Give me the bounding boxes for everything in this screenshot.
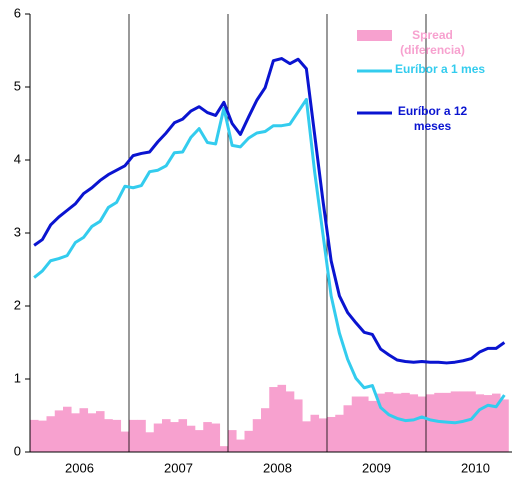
bar: [409, 394, 419, 452]
bar: [417, 396, 427, 452]
bar: [384, 392, 394, 452]
bar: [360, 396, 369, 452]
bar: [294, 399, 303, 452]
bar: [178, 419, 188, 452]
bar: [368, 400, 377, 452]
x-tick-label: 2008: [263, 460, 292, 475]
x-tick-label: 2007: [164, 460, 193, 475]
bar: [46, 416, 56, 452]
bar: [195, 430, 204, 452]
bar: [252, 419, 262, 452]
y-tick-label: 5: [14, 78, 21, 93]
bar: [87, 413, 97, 452]
bar: [104, 419, 113, 452]
bar: [63, 406, 72, 452]
x-tick-label: 2009: [362, 460, 391, 475]
bar: [310, 414, 320, 452]
bar: [228, 430, 237, 452]
bar: [219, 446, 229, 452]
bar: [71, 413, 80, 452]
bar: [277, 384, 287, 452]
bar: [96, 411, 105, 452]
x-tick-label: 2006: [65, 460, 94, 475]
bar: [244, 430, 254, 452]
bar: [30, 419, 39, 452]
bar: [261, 408, 270, 452]
y-tick-label: 2: [14, 297, 21, 312]
bar: [162, 419, 171, 452]
legend-swatch: [357, 30, 392, 41]
bar: [236, 439, 245, 452]
bar: [318, 418, 328, 452]
line: [33, 57, 506, 365]
bar: [153, 423, 163, 452]
bar: [492, 393, 501, 452]
bar: [335, 414, 344, 452]
bar: [54, 410, 64, 452]
bar: [343, 405, 353, 452]
bar: [145, 432, 155, 452]
x-tick-label: 2010: [461, 460, 490, 475]
bar: [129, 419, 138, 452]
line: [33, 97, 506, 425]
bar: [302, 421, 311, 452]
legend-label: Spread (diferencia): [400, 28, 465, 57]
y-tick-label: 0: [14, 443, 21, 458]
bar: [186, 425, 196, 452]
bar: [401, 392, 410, 452]
bar: [327, 416, 336, 452]
bar: [203, 422, 212, 452]
bar: [351, 396, 361, 452]
bar: [112, 419, 122, 452]
bar: [137, 419, 146, 452]
y-tick-label: 3: [14, 224, 21, 239]
bar: [376, 393, 386, 452]
bar: [211, 423, 221, 452]
bar: [120, 431, 130, 452]
bar: [170, 422, 179, 452]
legend-label: Euríbor a 1 mes: [395, 62, 486, 76]
bar: [467, 391, 476, 452]
bar: [426, 394, 435, 452]
bar: [38, 420, 47, 452]
bar: [269, 387, 278, 452]
bar: [483, 395, 493, 452]
bar: [500, 399, 509, 452]
y-tick-label: 1: [14, 370, 21, 385]
bar: [393, 393, 402, 452]
bar: [475, 394, 485, 452]
bar: [285, 391, 295, 452]
y-tick-label: 6: [14, 5, 21, 20]
bar: [79, 408, 89, 452]
legend-label: Euríbor a 12 meses: [397, 104, 468, 133]
y-tick-label: 4: [14, 151, 21, 166]
